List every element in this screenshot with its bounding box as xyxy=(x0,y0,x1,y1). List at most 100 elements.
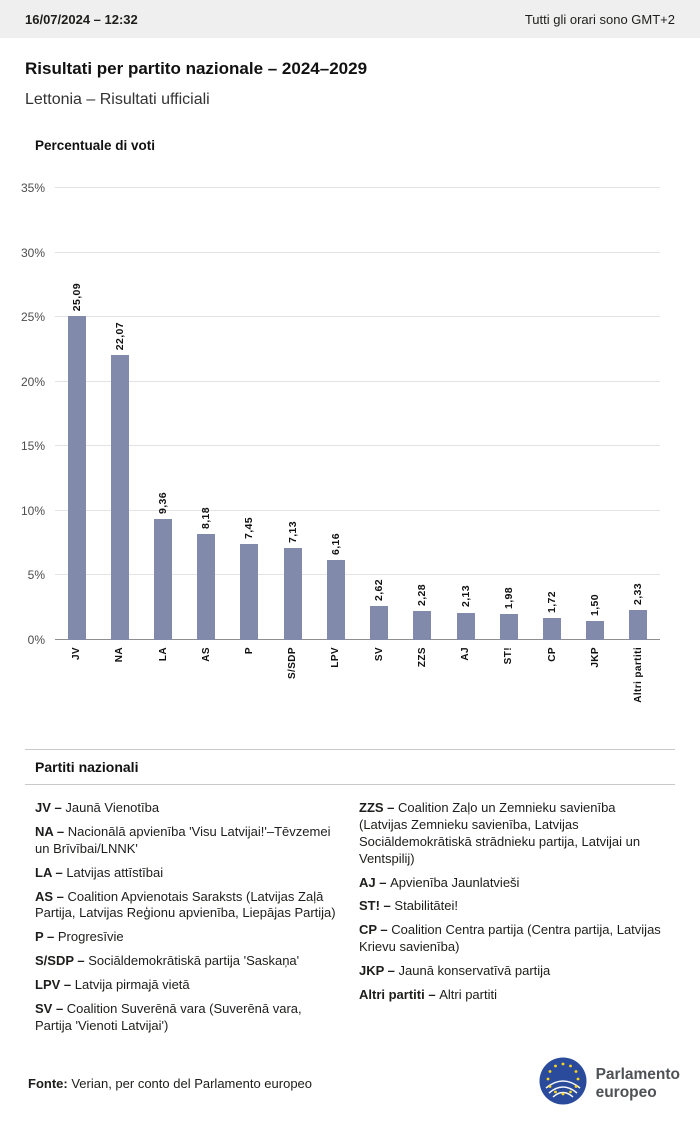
x-tick: Altri partiti xyxy=(617,647,660,737)
ep-logo: Parlamento europeo xyxy=(539,1057,680,1110)
x-tick: P xyxy=(228,647,271,737)
party-legend-item: LA – Latvijas attīstībai xyxy=(35,865,341,882)
source-note: Fonte: Verian, per conto del Parlamento … xyxy=(28,1076,312,1091)
party-name: Nacionālā apvienība 'Visu Latvijai!'–Tēv… xyxy=(35,823,331,856)
bar-group: 6,16 xyxy=(314,161,357,640)
bar-S/SDP xyxy=(283,547,302,640)
party-abbr: LPV – xyxy=(35,977,75,993)
bar-LPV xyxy=(326,560,345,640)
y-axis: 0% 5% 10% 15% 20% 25% 30% 35% xyxy=(0,161,55,647)
party-name: Apvienība Jaunlatvieši xyxy=(390,874,520,890)
bar-value-label: 2,13 xyxy=(459,585,472,608)
x-axis-labels: JV NA LA AS P S/SDP LPV SV ZZS AJ ST! CP JKP Altri pa… xyxy=(55,647,660,737)
party-abbr: ST! – xyxy=(359,898,395,914)
party-legend-item: JV – Jaunā Vienotība xyxy=(35,800,341,817)
bars: 25,09 22,07 9,36 8,18 7,45 7,13 6,16 2,62 2,28 2,… xyxy=(55,161,660,640)
party-legend-item: P – Progresīvie xyxy=(35,929,341,946)
datetime: 16/07/2024 – 12:32 xyxy=(25,11,138,27)
x-tick: S/SDP xyxy=(271,647,314,737)
party-abbr: AJ – xyxy=(359,874,391,890)
x-tick-label: SV xyxy=(373,647,385,662)
gridline xyxy=(55,251,660,253)
bar-value-label-wrap: 7,45 xyxy=(228,517,271,539)
parties-section: Partiti nazionali JV – Jaunā Vienotība NA… xyxy=(25,749,675,1042)
x-tick: AJ xyxy=(444,647,487,737)
bar-value-label-wrap: 1,98 xyxy=(487,587,530,609)
party-legend-item: SV – Coalition Suverēnā vara (Suverēnā v… xyxy=(35,1001,341,1035)
bar-JV xyxy=(67,315,86,640)
bar-CP xyxy=(543,617,562,640)
x-tick: AS xyxy=(185,647,228,737)
bar-JKP xyxy=(586,620,605,640)
party-abbr: SV – xyxy=(35,1001,67,1017)
bar-group: 2,28 xyxy=(401,161,444,640)
bar-group: 25,09 xyxy=(55,161,98,640)
legend-column-1: ZZS – Coalition Zaļo un Zemnieku savienī… xyxy=(359,800,665,1042)
gridline xyxy=(55,639,660,640)
x-tick-label: LPV xyxy=(330,647,342,668)
party-legend-item: LPV – Latvija pirmajā vietā xyxy=(35,977,341,994)
x-tick: JKP xyxy=(574,647,617,737)
page-title: Risultati per partito nazionale – 2024–2… xyxy=(25,59,368,78)
bar-group: 7,13 xyxy=(271,161,314,640)
timezone-note: Tutti gli orari sono GMT+2 xyxy=(524,11,675,27)
party-name: Jaunā Vienotība xyxy=(65,800,160,815)
legend-column-0: JV – Jaunā Vienotība NA – Nacionālā apvie… xyxy=(35,800,341,1042)
page-header: Risultati per partito nazionale – 2024–2… xyxy=(0,38,700,109)
party-legend-item: CP – Coalition Centra partija (Centra pa… xyxy=(359,922,665,956)
bar-value-label-wrap: 25,09 xyxy=(55,283,98,311)
chart-section: Percentuale di voti 0% 5% 10% 15% 20% 25% 30% 3… xyxy=(0,138,700,737)
eu-flag-icon xyxy=(539,1057,587,1110)
x-tick: ZZS xyxy=(401,647,444,737)
bar-value-label-wrap: 1,72 xyxy=(530,591,573,613)
party-legend-item: AS – Coalition Apvienotais Saraksts (Lat… xyxy=(35,889,341,923)
bar-value-label-wrap: 9,36 xyxy=(141,492,184,514)
bar-group: 2,62 xyxy=(358,161,401,640)
gridline xyxy=(55,316,660,318)
bar-group: 9,36 xyxy=(141,161,184,640)
bar-value-label-wrap: 22,07 xyxy=(98,322,141,350)
source-text: Verian, per conto del Parlamento europeo xyxy=(71,1076,313,1091)
y-tick-label: 0% xyxy=(27,633,45,647)
bar-P xyxy=(240,543,259,640)
bar-value-label-wrap: 2,13 xyxy=(444,585,487,607)
x-tick-label: NA xyxy=(114,647,126,663)
bar-value-label: 2,33 xyxy=(632,582,645,605)
bar-group: 2,33 xyxy=(617,161,660,640)
x-tick-label: Altri partiti xyxy=(632,647,644,703)
x-tick: ST! xyxy=(487,647,530,737)
bar-ST! xyxy=(499,614,518,640)
ep-logo-text: Parlamento europeo xyxy=(596,1066,680,1100)
gridline xyxy=(55,574,660,576)
bar-group: 22,07 xyxy=(98,161,141,640)
bar-chart: 0% 5% 10% 15% 20% 25% 30% 35% 25,09 22,07 9,36 8,1… xyxy=(0,161,700,647)
x-tick-label: AS xyxy=(200,647,212,662)
topbar: 16/07/2024 – 12:32 Tutti gli orari sono … xyxy=(0,0,700,38)
bar-value-label: 1,98 xyxy=(502,587,515,610)
bar-value-label-wrap: 8,18 xyxy=(185,507,228,529)
x-tick-label: ST! xyxy=(503,647,515,665)
x-tick-label: ZZS xyxy=(416,647,428,668)
party-abbr: JKP – xyxy=(359,963,399,979)
party-abbr: P – xyxy=(35,929,58,945)
gridline xyxy=(55,445,660,447)
gridline xyxy=(55,187,660,188)
bar-value-label-wrap: 1,50 xyxy=(574,594,617,616)
x-tick: SV xyxy=(358,647,401,737)
party-legend-item: ZZS – Coalition Zaļo un Zemnieku savienī… xyxy=(359,800,665,868)
bar-group: 1,98 xyxy=(487,161,530,640)
party-abbr: AS – xyxy=(35,888,68,904)
party-abbr: ZZS – xyxy=(359,800,399,815)
y-tick-label: 5% xyxy=(27,568,45,583)
y-tick-label: 35% xyxy=(20,181,45,195)
bar-value-label: 25,09 xyxy=(70,282,83,311)
x-tick-label: JKP xyxy=(589,647,601,668)
x-tick: CP xyxy=(530,647,573,737)
y-tick-label: 30% xyxy=(20,245,45,260)
bar-value-label-wrap: 2,28 xyxy=(401,584,444,606)
y-tick-label: 25% xyxy=(20,310,45,325)
bar-value-label: 2,28 xyxy=(416,583,429,606)
bar-group: 1,50 xyxy=(574,161,617,640)
bar-LA xyxy=(154,519,173,640)
